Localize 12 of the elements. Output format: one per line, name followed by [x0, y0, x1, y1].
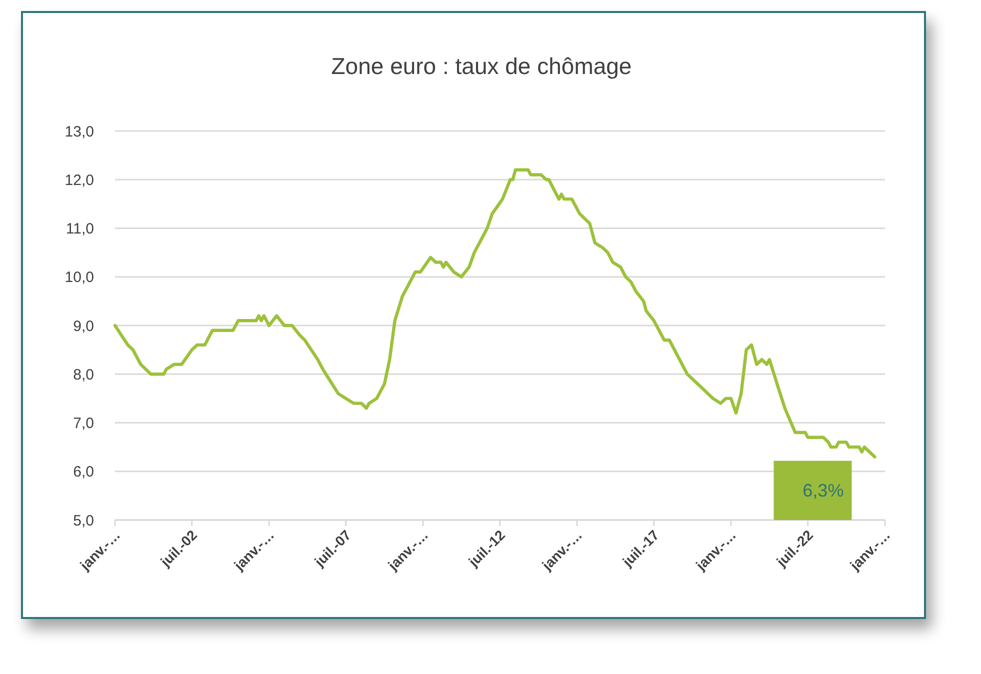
line-series: [113, 168, 876, 458]
y-tick-label: 6,0: [73, 464, 94, 481]
y-tick-label: 5,0: [73, 512, 94, 530]
chart-title: Zone euro : taux de chômage: [331, 53, 632, 79]
y-tick-label: 8,0: [73, 366, 94, 384]
y-tick-label: 13,0: [64, 123, 94, 140]
y-tick-label: 10,0: [64, 269, 94, 286]
y-tick-label: 12,0: [64, 172, 94, 189]
annotation: 6,3%: [802, 480, 844, 501]
y-tick-label: 9,0: [73, 318, 94, 335]
y-tick-label: 11,0: [66, 220, 94, 238]
y-tick-label: 7,0: [73, 415, 94, 432]
